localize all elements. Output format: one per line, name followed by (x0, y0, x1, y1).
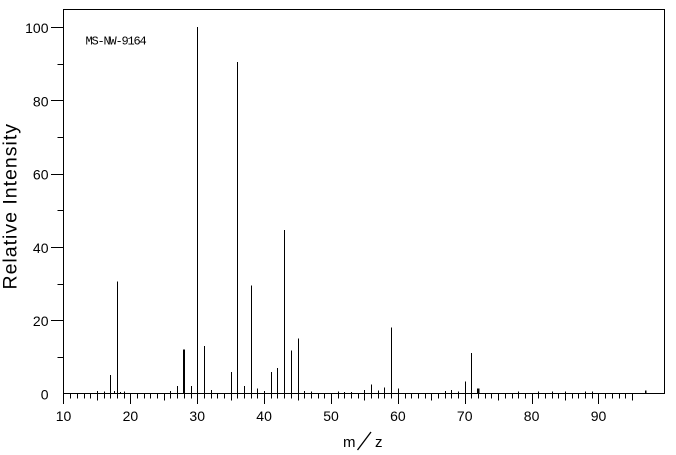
svg-text:50: 50 (323, 408, 339, 424)
svg-text:30: 30 (189, 408, 205, 424)
svg-text:0: 0 (41, 387, 49, 403)
svg-text:40: 40 (33, 240, 49, 256)
svg-text:20: 20 (123, 408, 139, 424)
svg-text:MS-NW-9164: MS-NW-9164 (86, 35, 147, 49)
svg-text:80: 80 (524, 408, 540, 424)
svg-text:60: 60 (390, 408, 406, 424)
svg-text:100: 100 (25, 20, 49, 36)
svg-text:60: 60 (33, 167, 49, 183)
svg-text:40: 40 (256, 408, 272, 424)
svg-text:70: 70 (457, 408, 473, 424)
svg-text:80: 80 (33, 93, 49, 109)
svg-text:m: m (343, 434, 356, 451)
svg-text:10: 10 (56, 408, 72, 424)
svg-text:90: 90 (591, 408, 607, 424)
svg-text:Relative Intensity: Relative Intensity (0, 123, 22, 290)
svg-text:20: 20 (33, 313, 49, 329)
svg-text:z: z (375, 434, 383, 451)
